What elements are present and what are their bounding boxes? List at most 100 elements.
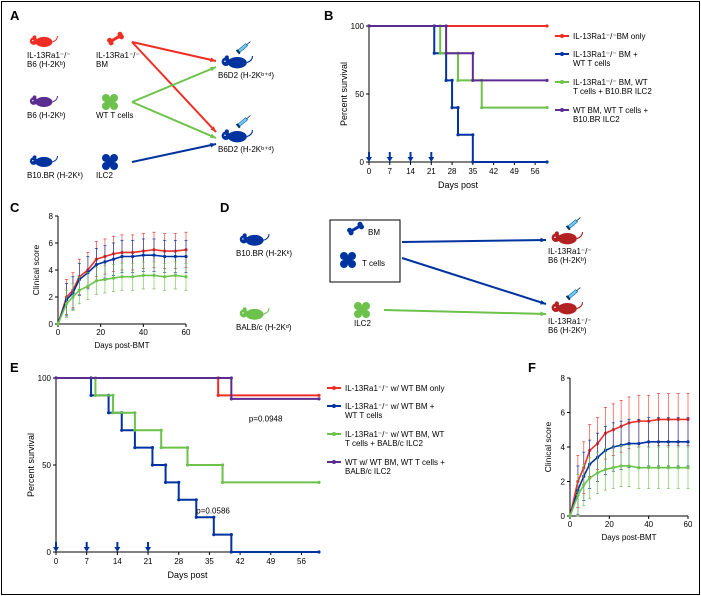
syringe-icon: [566, 216, 582, 231]
panel-label-f: F: [528, 360, 536, 375]
ytick-label: 100: [351, 22, 365, 31]
panel-label-c: C: [10, 200, 19, 215]
y-axis-label: Percent survival: [26, 433, 36, 497]
xtick-label: 21: [427, 167, 436, 176]
cells-icon: [354, 302, 370, 318]
mouse-icon: [240, 307, 269, 319]
ytick-label: 0: [47, 548, 52, 557]
arrow: [402, 258, 546, 305]
figure-container: A IL-13Ra1⁻/⁻B6 (H-2Kᵇ)B6 (H-2Kᵇ)B10.BR …: [1, 1, 700, 595]
text-label: 0: [568, 520, 573, 529]
xtick-label: 7: [388, 167, 393, 176]
text-label: 6: [49, 239, 54, 248]
x-axis-label: Days post-BMT: [601, 533, 656, 542]
arrow: [132, 42, 216, 62]
dose-arrow-icon: [366, 152, 372, 162]
p-value-label: p=0.0948: [249, 415, 283, 424]
text-label: 4: [49, 266, 54, 275]
panel-label-d: D: [220, 200, 229, 215]
panel-label-b: B: [324, 8, 333, 23]
text-label: 2: [49, 293, 54, 302]
mouse-icon: [552, 231, 583, 244]
xtick-label: 7: [84, 557, 89, 566]
text-label: B10.BR (H-2Kᵏ): [236, 249, 292, 258]
text-label: 40: [644, 520, 653, 529]
panel-e: 0501000714212835424956Days postPercent s…: [24, 372, 514, 582]
xtick-label: 42: [489, 167, 498, 176]
text-label: ILC2: [354, 319, 371, 328]
dose-arrow-icon: [408, 152, 414, 162]
dose-arrow-icon: [53, 542, 59, 552]
mouse-icon: [222, 55, 253, 68]
mouse-icon: [30, 35, 58, 47]
cells-icon: [102, 154, 118, 170]
mouse-icon: [30, 155, 58, 167]
survival-curve: [369, 26, 547, 108]
mouse-icon: [222, 129, 253, 142]
y-axis-label: Percent survival: [339, 62, 349, 126]
bone-icon: [346, 221, 365, 236]
text-label: B6D2 (H-2Kᵇ⁺ᵈ): [218, 71, 274, 80]
xtick-label: 14: [113, 557, 122, 566]
legend-label: IL-13Ra1⁻/⁻ w/ WT BM, WTT cells + BALB/c…: [345, 430, 445, 448]
xtick-label: 56: [297, 557, 306, 566]
donor-box: [330, 220, 400, 282]
ytick-label: 50: [42, 461, 51, 470]
xtick-label: 14: [406, 167, 415, 176]
xtick-label: 42: [236, 557, 245, 566]
x-axis-label: Days post: [438, 180, 479, 190]
arrow: [132, 67, 216, 102]
panel-c: 024680204060Days post-BMTClinical score: [30, 210, 190, 350]
text-label: IL-13Ra1⁻/⁻B6 (H-2Kᵇ): [548, 247, 592, 265]
text-label: IL-13Ra1⁻/⁻B6 (H-2Kᵇ): [548, 317, 592, 335]
text-label: 20: [605, 520, 614, 529]
xtick-label: 35: [205, 557, 214, 566]
text-label: WT T cells: [96, 111, 133, 120]
text-label: 0: [49, 320, 54, 329]
text-label: 2: [561, 478, 566, 487]
text-label: B6 (H-2Kᵇ): [27, 111, 66, 120]
dose-arrow-icon: [387, 152, 393, 162]
text-label: 60: [182, 328, 190, 337]
xtick-label: 0: [54, 557, 59, 566]
text-label: IL-13Ra1⁻/⁻B6 (H-2Kᵇ): [27, 51, 71, 69]
dose-arrow-icon: [114, 542, 120, 552]
legend-label: IL-13Ra1⁻/⁻ w/ WT BM only: [345, 384, 444, 393]
arrow: [132, 143, 216, 162]
ytick-label: 0: [360, 158, 365, 167]
text-label: BALB/c (H-2Kᵈ): [236, 323, 292, 332]
survival-curve: [369, 26, 547, 162]
bone-icon: [106, 31, 125, 46]
text-label: 4: [561, 443, 566, 452]
legend-label: WT BM, WT T cells +B10.BR ILC2: [573, 106, 649, 124]
text-label: 8: [49, 212, 54, 221]
xtick-label: 21: [144, 557, 153, 566]
xtick-label: 35: [468, 167, 477, 176]
legend-label: IL-13Ra1⁻/⁻ BM +WT T cells: [573, 50, 638, 68]
dose-arrow-icon: [428, 152, 434, 162]
ytick-label: 50: [355, 90, 364, 99]
syringe-icon: [236, 114, 252, 129]
text-label: 20: [96, 328, 105, 337]
mouse-icon: [552, 301, 583, 314]
dose-arrow-icon: [145, 542, 151, 552]
xtick-label: 28: [448, 167, 457, 176]
xtick-label: 56: [531, 167, 540, 176]
p-value-label: p=0.0586: [196, 507, 230, 516]
arrow: [402, 238, 546, 243]
legend-label: IL-13Ra1⁻/⁻BM only: [573, 32, 645, 41]
arrow: [132, 102, 216, 138]
legend-label: IL-13Ra1⁻/⁻ BM, WTT cells + B10.BR ILC2: [573, 78, 652, 96]
panel-b: 0501000714212835424956Days postPercent s…: [337, 20, 692, 192]
text-label: B6D2 (H-2Kᵇ⁺ᵈ): [218, 145, 274, 154]
text-label: 0: [561, 512, 566, 521]
y-axis-label: Clinical score: [31, 244, 41, 295]
ytick-label: 100: [38, 374, 52, 383]
text-label: BM: [368, 228, 380, 237]
panel-label-e: E: [10, 360, 19, 375]
xtick-label: 0: [367, 167, 372, 176]
text-label: B10.BR (H-2Kᵏ): [27, 171, 83, 180]
panel-a: IL-13Ra1⁻/⁻B6 (H-2Kᵇ) B6 (H-2Kᵇ) B10.BR (H…: [24, 20, 304, 192]
cells-icon: [102, 94, 118, 110]
text-label: 8: [561, 374, 566, 383]
